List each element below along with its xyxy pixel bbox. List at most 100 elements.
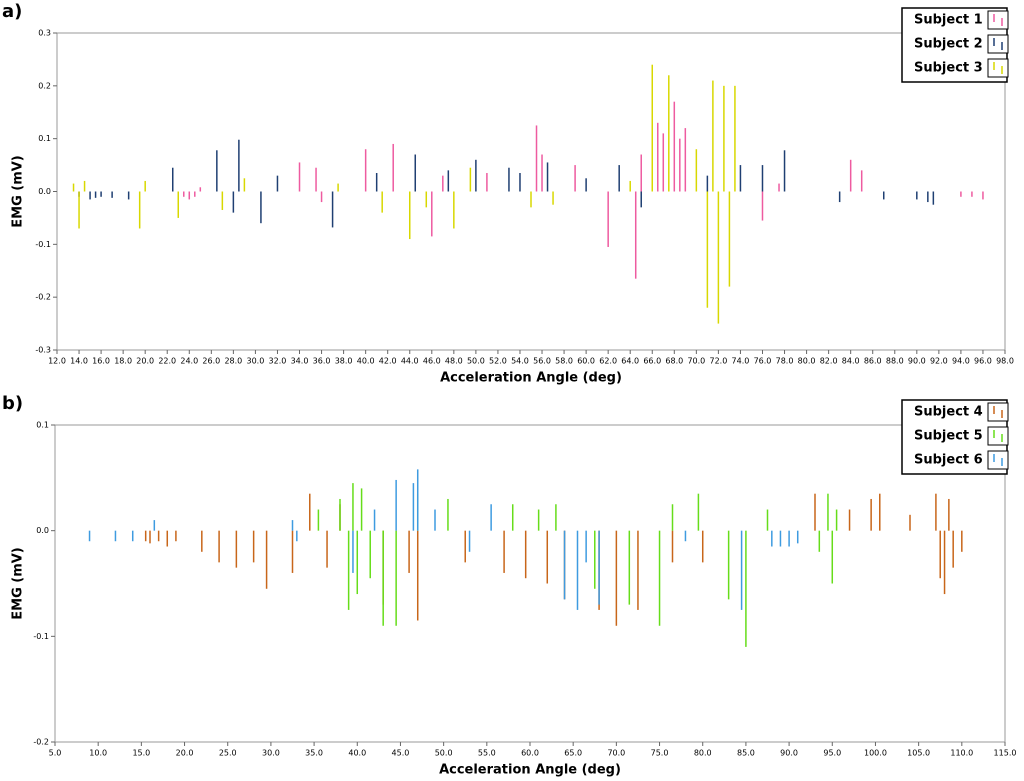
bar: [153, 520, 156, 531]
bar: [414, 154, 417, 192]
y-tick-label: -0.1: [35, 240, 51, 249]
bar: [541, 154, 543, 192]
x-tick-label: 12.0: [48, 357, 66, 366]
bar: [243, 178, 246, 192]
bar: [717, 191, 720, 324]
bar: [546, 162, 549, 192]
bar: [252, 530, 255, 563]
x-tick-label: 42.0: [379, 357, 397, 366]
legend-swatch-box: [987, 34, 1009, 54]
bar: [331, 191, 334, 228]
x-tick-label: 20.0: [136, 357, 154, 366]
bar: [408, 530, 410, 573]
panel-label: b): [2, 393, 23, 414]
bar: [199, 187, 202, 192]
bar: [658, 530, 661, 626]
bar: [360, 488, 363, 531]
x-tick-label: 92.0: [930, 357, 948, 366]
bar: [943, 530, 946, 595]
x-tick-label: 64.0: [621, 357, 639, 366]
bar: [317, 509, 320, 531]
x-tick-label: 50.0: [435, 749, 453, 758]
legend-swatch-box: [987, 450, 1009, 470]
x-tick-label: 32.0: [269, 357, 287, 366]
bar: [697, 493, 700, 531]
bar: [574, 165, 576, 192]
bar: [194, 191, 196, 197]
bar: [740, 530, 743, 610]
bar: [546, 530, 549, 584]
bar: [503, 530, 505, 573]
bar: [395, 530, 397, 626]
bar: [594, 530, 596, 589]
bar: [788, 530, 790, 547]
bar: [486, 173, 488, 192]
y-axis-title: EMG (mV): [11, 547, 26, 620]
x-tick-label: 16.0: [92, 357, 110, 366]
x-tick-label: 98.0: [996, 357, 1014, 366]
bar: [712, 80, 714, 192]
bar: [468, 530, 471, 552]
bar: [298, 162, 301, 192]
x-tick-label: 115.0: [994, 749, 1017, 758]
bar: [982, 191, 984, 200]
x-tick-label: 58.0: [555, 357, 573, 366]
bar: [684, 530, 687, 542]
bar: [392, 143, 394, 192]
x-tick-label: 18.0: [114, 357, 132, 366]
bar: [490, 504, 492, 531]
bar: [364, 149, 367, 192]
bar: [607, 191, 609, 247]
bar: [701, 530, 704, 563]
x-tick-label: 30.0: [247, 357, 265, 366]
bar: [375, 173, 378, 192]
bar: [961, 530, 963, 552]
x-tick-label: 55.0: [478, 749, 496, 758]
bar: [412, 483, 415, 531]
x-tick-label: 54.0: [511, 357, 529, 366]
bar: [706, 191, 709, 308]
bar: [766, 509, 769, 531]
legend-swatch-box: [987, 426, 1009, 446]
bar: [416, 530, 419, 621]
bar: [728, 191, 731, 287]
x-tick-label: 60.0: [577, 357, 595, 366]
bar: [326, 530, 328, 568]
bar: [734, 85, 736, 192]
bar: [453, 191, 455, 229]
bar: [72, 183, 75, 192]
bar: [671, 530, 674, 563]
x-tick-label: 90.0: [780, 749, 798, 758]
bar: [668, 75, 670, 192]
bar: [83, 180, 86, 192]
bar: [563, 530, 566, 600]
bar: [909, 514, 911, 531]
legend-label: Subject 4: [914, 405, 983, 420]
x-tick-label: 20.0: [176, 749, 194, 758]
x-tick-label: 70.0: [607, 749, 625, 758]
x-tick-label: 100.0: [864, 749, 887, 758]
y-tick-label: 0.1: [36, 421, 49, 430]
bar: [218, 530, 220, 563]
x-tick-label: 88.0: [886, 357, 904, 366]
bar: [469, 167, 472, 192]
bar: [94, 191, 97, 198]
bar: [615, 530, 618, 626]
bar: [183, 191, 185, 197]
bar: [761, 165, 764, 192]
x-tick-label: 14.0: [70, 357, 88, 366]
x-axis-title: Acceleration Angle (deg): [440, 371, 622, 386]
bar: [320, 191, 323, 203]
x-tick-label: 25.0: [219, 749, 237, 758]
bar: [238, 139, 240, 192]
bar: [100, 191, 102, 197]
x-tick-label: 38.0: [335, 357, 353, 366]
legend-swatch-box: [987, 58, 1009, 78]
x-tick-label: 46.0: [423, 357, 441, 366]
bar: [673, 101, 676, 192]
bar: [175, 530, 177, 542]
bar: [537, 509, 540, 531]
bar: [948, 498, 950, 531]
y-tick-label: 0.1: [38, 134, 51, 143]
